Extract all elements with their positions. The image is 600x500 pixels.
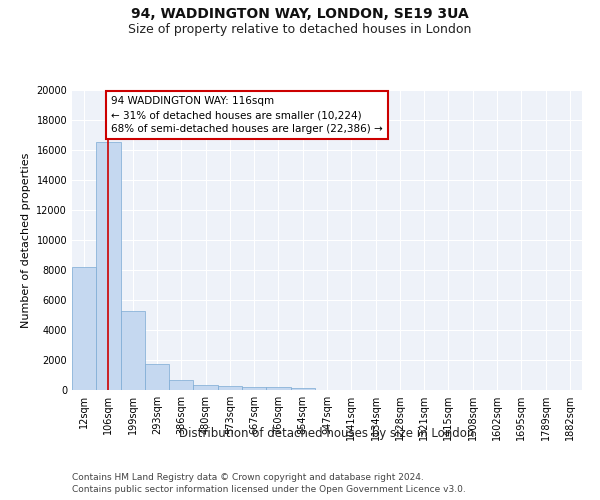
- Bar: [242, 387, 266, 390]
- Bar: [121, 310, 145, 390]
- Bar: [145, 364, 169, 390]
- Text: Distribution of detached houses by size in London: Distribution of detached houses by size …: [179, 428, 475, 440]
- Bar: [72, 267, 96, 390]
- Text: 94 WADDINGTON WAY: 116sqm
← 31% of detached houses are smaller (10,224)
68% of s: 94 WADDINGTON WAY: 116sqm ← 31% of detac…: [111, 96, 383, 134]
- Bar: [96, 142, 121, 390]
- Bar: [169, 380, 193, 390]
- Bar: [218, 386, 242, 390]
- Bar: [290, 388, 315, 390]
- Text: 94, WADDINGTON WAY, LONDON, SE19 3UA: 94, WADDINGTON WAY, LONDON, SE19 3UA: [131, 8, 469, 22]
- Text: Contains public sector information licensed under the Open Government Licence v3: Contains public sector information licen…: [72, 485, 466, 494]
- Bar: [266, 387, 290, 390]
- Text: Size of property relative to detached houses in London: Size of property relative to detached ho…: [128, 22, 472, 36]
- Bar: [193, 385, 218, 390]
- Text: Contains HM Land Registry data © Crown copyright and database right 2024.: Contains HM Land Registry data © Crown c…: [72, 472, 424, 482]
- Y-axis label: Number of detached properties: Number of detached properties: [21, 152, 31, 328]
